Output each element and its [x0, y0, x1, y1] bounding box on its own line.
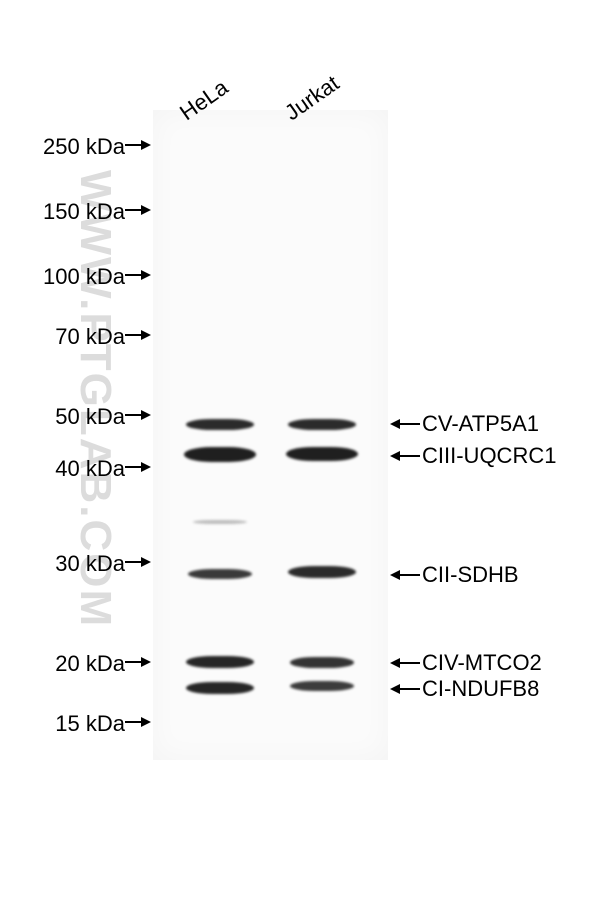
band-annotation-label: CV-ATP5A1 — [420, 411, 539, 437]
mw-marker-label: 15 kDa — [55, 711, 125, 737]
mw-marker-label: 30 kDa — [55, 551, 125, 577]
mw-marker: 150 kDa — [0, 199, 151, 225]
band-annotation: CII-SDHB — [390, 562, 519, 588]
mw-marker-label: 70 kDa — [55, 324, 125, 350]
mw-marker-label: 40 kDa — [55, 456, 125, 482]
mw-marker: 100 kDa — [0, 264, 151, 290]
band-annotation: CV-ATP5A1 — [390, 411, 539, 437]
blot-band — [184, 447, 256, 462]
arrow-right-icon — [125, 268, 151, 287]
western-blot-figure: WWW.PTGLAB.COM HeLaJurkat 250 kDa150 kDa… — [0, 0, 600, 903]
arrow-left-icon — [390, 449, 420, 463]
blot-band — [290, 681, 355, 691]
band-annotation-label: CIII-UQCRC1 — [420, 443, 556, 469]
mw-marker-label: 100 kDa — [43, 264, 125, 290]
mw-marker-label: 150 kDa — [43, 199, 125, 225]
band-annotation: CIV-MTCO2 — [390, 650, 542, 676]
arrow-left-icon — [390, 417, 420, 431]
mw-marker-label: 50 kDa — [55, 404, 125, 430]
blot-band — [288, 419, 356, 430]
mw-marker: 30 kDa — [0, 551, 151, 577]
arrow-right-icon — [125, 655, 151, 674]
mw-marker: 50 kDa — [0, 404, 151, 430]
blot-band — [186, 419, 254, 430]
mw-marker: 40 kDa — [0, 456, 151, 482]
band-annotation-label: CIV-MTCO2 — [420, 650, 542, 676]
blot-band — [186, 656, 254, 668]
blot-band — [188, 569, 253, 579]
blot-band — [286, 447, 358, 461]
blot-band — [288, 566, 356, 578]
mw-marker-label: 250 kDa — [43, 134, 125, 160]
arrow-left-icon — [390, 682, 420, 696]
band-annotation-label: CII-SDHB — [420, 562, 519, 588]
arrow-right-icon — [125, 460, 151, 479]
blot-band — [290, 657, 355, 668]
blot-band — [193, 520, 247, 524]
mw-marker: 15 kDa — [0, 711, 151, 737]
mw-marker: 20 kDa — [0, 651, 151, 677]
arrow-right-icon — [125, 715, 151, 734]
arrow-left-icon — [390, 656, 420, 670]
arrow-right-icon — [125, 138, 151, 157]
blot-band — [186, 682, 254, 694]
arrow-right-icon — [125, 203, 151, 222]
mw-marker-label: 20 kDa — [55, 651, 125, 677]
mw-marker: 250 kDa — [0, 134, 151, 160]
arrow-right-icon — [125, 328, 151, 347]
band-annotation: CIII-UQCRC1 — [390, 443, 556, 469]
arrow-right-icon — [125, 408, 151, 427]
arrow-right-icon — [125, 555, 151, 574]
band-annotation-label: CI-NDUFB8 — [420, 676, 539, 702]
mw-marker: 70 kDa — [0, 324, 151, 350]
arrow-left-icon — [390, 568, 420, 582]
band-annotation: CI-NDUFB8 — [390, 676, 539, 702]
